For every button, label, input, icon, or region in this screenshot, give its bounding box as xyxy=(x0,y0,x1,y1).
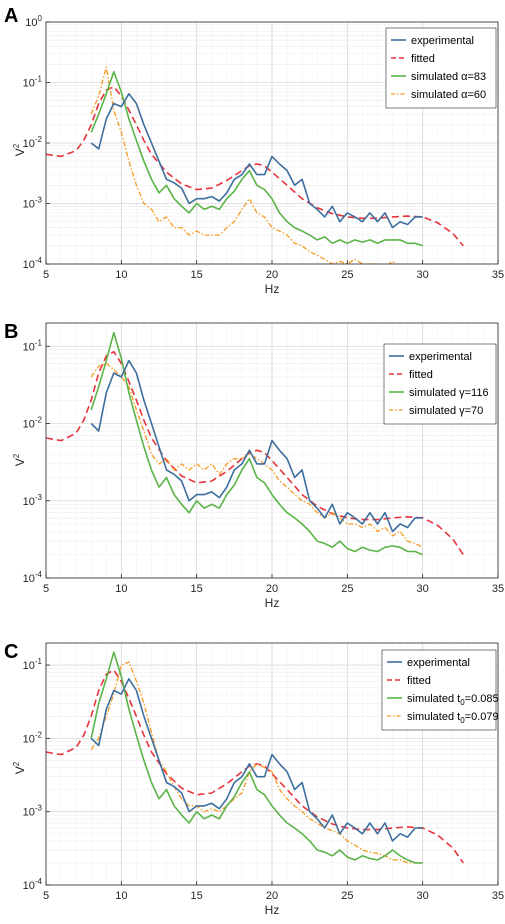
panel-b: 5 10 15 20 25 30 35 10-1 10-2 10-3 10-4 Hz V2 Bexperi… xyxy=(4,321,504,610)
x-tick-label: 20 xyxy=(266,269,278,281)
x-tick-label: 35 xyxy=(492,583,504,595)
x-tick-label: 25 xyxy=(341,583,353,595)
x-tick-label: 15 xyxy=(191,583,203,595)
x-axis-label: Hz xyxy=(265,903,280,917)
legend: experimental fitted simulated γ=116 simulat… xyxy=(383,343,497,425)
y-tick-label: 10-1 xyxy=(23,75,43,90)
series-line-0 xyxy=(90,359,423,533)
x-tick-label: 20 xyxy=(266,890,278,902)
x-tick-label: 35 xyxy=(492,890,504,902)
y-tick-label: 10-4 xyxy=(23,877,43,892)
series-line-2 xyxy=(90,651,423,864)
legend-label: fitted xyxy=(411,53,435,65)
x-tick-label: 5 xyxy=(43,269,49,281)
series-group xyxy=(46,331,464,556)
y-tick-label: 10-2 xyxy=(23,416,43,431)
y-tick-label: 10-3 xyxy=(23,196,43,211)
series-line-3 xyxy=(90,66,410,264)
x-tick-label: 20 xyxy=(266,583,278,595)
panel-letter: A xyxy=(4,5,18,27)
x-tick-label: 30 xyxy=(417,890,429,902)
y-axis-label: V2 xyxy=(12,453,27,466)
y-tick-label: 10-4 xyxy=(23,256,43,271)
y-tick-label: 10-3 xyxy=(23,804,43,819)
series-group xyxy=(46,651,464,864)
legend-label: fitted xyxy=(407,675,431,687)
series-line-3 xyxy=(90,362,423,548)
legend-label: simulated t0=0.085 xyxy=(407,693,499,707)
series-line-0 xyxy=(90,677,423,842)
y-axis-label: V2 xyxy=(12,761,27,774)
panel-letter: C xyxy=(4,641,18,663)
x-tick-label: 30 xyxy=(417,269,429,281)
y-axis-label: V2 xyxy=(12,143,27,156)
y-tick-label: 10-2 xyxy=(23,730,43,745)
legend: experimental fitted simulated α=83 simulate… xyxy=(385,27,497,109)
x-axis-label: Hz xyxy=(265,282,280,296)
legend-label: simulated t0=0.079 xyxy=(407,711,499,725)
x-tick-label: 10 xyxy=(115,269,127,281)
series-line-0 xyxy=(90,93,423,229)
x-tick-label: 35 xyxy=(492,269,504,281)
legend-label: experimental xyxy=(407,657,470,669)
x-tick-label: 25 xyxy=(341,269,353,281)
series-line-2 xyxy=(90,331,424,556)
x-tick-label: 15 xyxy=(191,269,203,281)
panel-c: 5 10 15 20 25 30 35 10-1 10-2 10-3 10-4 Hz V2 C experi… xyxy=(4,641,504,917)
legend-label: experimental xyxy=(409,351,472,363)
legend-label: fitted xyxy=(409,369,433,381)
legend-box xyxy=(383,343,497,425)
legend-box xyxy=(385,27,497,109)
legend-label: experimental xyxy=(411,35,474,47)
series-line-2 xyxy=(90,71,423,247)
panel-a: 5 10 15 20 25 30 35 100 10-1 10-2 10-3 10-4 Hz V2 Aexp… xyxy=(4,5,504,296)
legend-box xyxy=(381,649,497,731)
y-tick-label: 100 xyxy=(25,14,42,29)
x-axis-label: Hz xyxy=(265,596,280,610)
x-tick-label: 10 xyxy=(115,583,127,595)
x-tick-label: 10 xyxy=(115,890,127,902)
x-tick-label: 30 xyxy=(417,583,429,595)
legend: experimental fitted simulated t0=0.085 simu… xyxy=(381,649,499,731)
series-line-3 xyxy=(90,661,423,864)
legend-label: simulated α=83 xyxy=(411,71,486,83)
x-tick-label: 5 xyxy=(43,890,49,902)
legend-label: simulated γ=70 xyxy=(409,405,483,417)
legend-label: simulated α=60 xyxy=(411,89,486,101)
y-tick-label: 10-1 xyxy=(23,657,43,672)
y-tick-label: 10-3 xyxy=(23,493,43,508)
series-line-1 xyxy=(46,350,464,556)
y-tick-label: 10-1 xyxy=(23,338,43,353)
y-tick-label: 10-4 xyxy=(23,570,43,585)
y-tick-label: 10-2 xyxy=(23,135,43,150)
legend-label: simulated γ=116 xyxy=(409,387,489,399)
panel-letter: B xyxy=(4,321,18,343)
x-tick-label: 5 xyxy=(43,583,49,595)
x-tick-label: 25 xyxy=(341,890,353,902)
series-group xyxy=(46,66,464,264)
x-tick-label: 15 xyxy=(191,890,203,902)
